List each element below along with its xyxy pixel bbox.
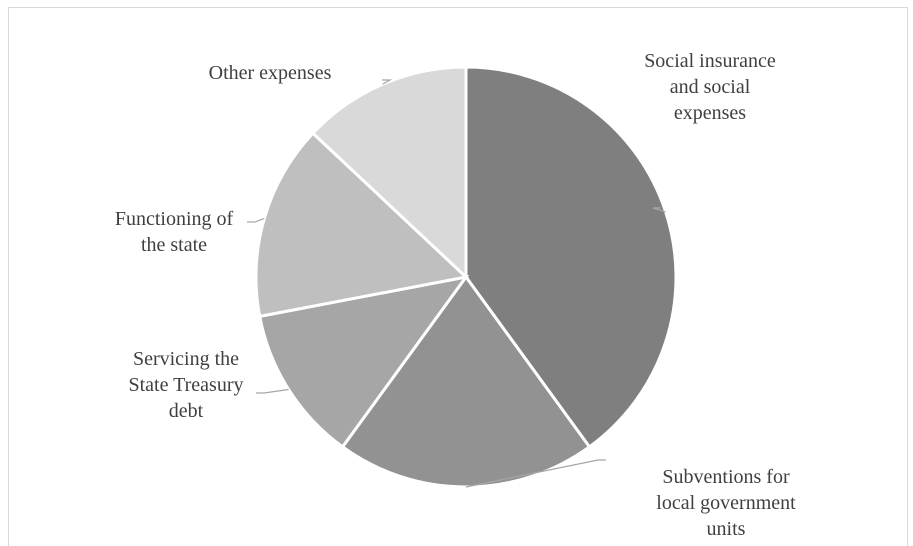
pie-slice-servicing-debt xyxy=(257,274,470,449)
slice-label-subventions: Subventions for local government units xyxy=(656,466,796,540)
slice-label-functioning-state: Functioning of the state xyxy=(114,208,234,256)
slice-label-other-expenses: Other expenses xyxy=(208,62,332,84)
pie-slice-other-expenses xyxy=(310,65,468,281)
leader-line-social-insurance xyxy=(652,207,666,213)
pie-slice-social-insurance xyxy=(464,65,678,449)
slice-label-servicing-debt: Servicing the State Treasury debt xyxy=(128,348,244,422)
pie-slice-subventions xyxy=(340,274,592,489)
leader-line-functioning-state xyxy=(247,217,265,223)
slice-label-social-insurance: Social insurance and social expenses xyxy=(644,50,776,124)
pie-slice-functioning-state xyxy=(254,131,470,319)
leader-line-subventions xyxy=(465,459,606,488)
chart-area xyxy=(8,7,908,546)
leader-line-servicing-debt xyxy=(256,388,289,394)
leader-line-other-expenses xyxy=(382,79,393,85)
